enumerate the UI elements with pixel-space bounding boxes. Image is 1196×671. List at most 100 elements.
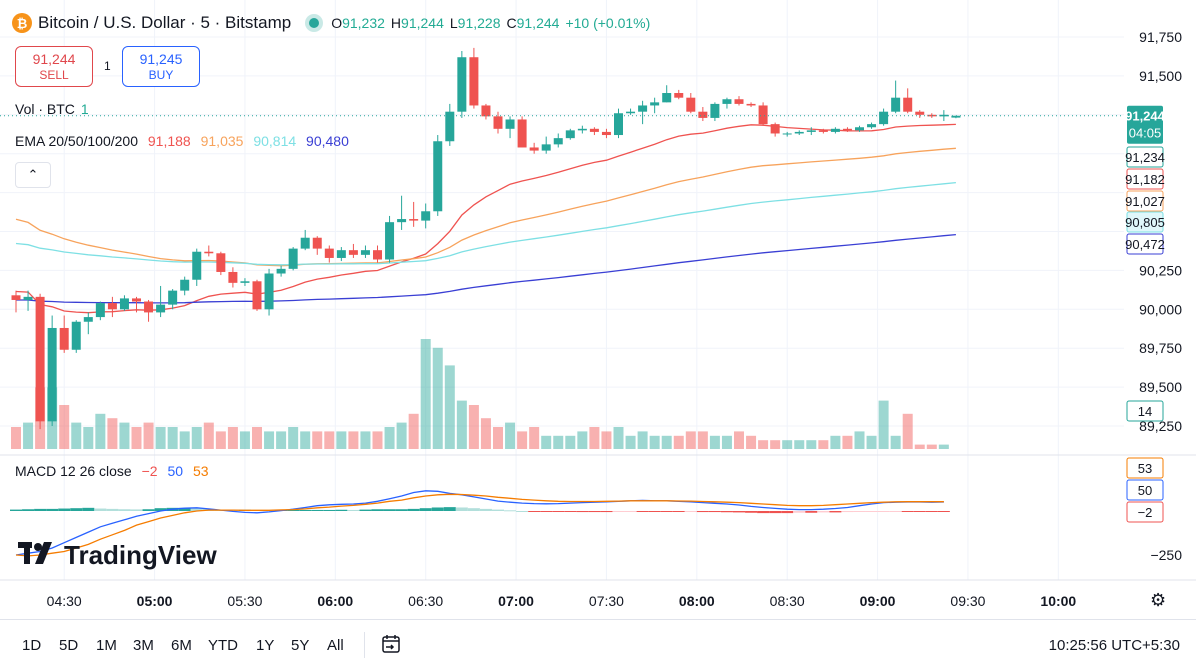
candle-body <box>409 219 419 221</box>
volume-bar <box>480 418 491 449</box>
ema-legend-title: EMA 20/50/100/200 <box>15 133 138 149</box>
candle-body <box>782 133 792 135</box>
chart-canvas[interactable]: 04:30 05:00 05:30 06:00 06:30 07:00 07:30 08:00… <box>0 0 1196 619</box>
symbol-header[interactable]: ₿ Bitcoin / U.S. Dollar · 5 · Bitstamp O… <box>12 8 650 38</box>
macd-hist-bar <box>455 507 468 511</box>
macd-hist-bar <box>106 508 119 511</box>
volume-bar <box>673 435 684 449</box>
macd-hist-bar <box>10 509 22 511</box>
volume-bar <box>131 427 142 449</box>
clock-timezone[interactable]: 10:25:56 UTC+5:30 <box>1048 637 1180 654</box>
range-1d[interactable]: 1D <box>22 637 42 654</box>
buy-button[interactable]: 91,245 BUY <box>122 46 200 87</box>
volume-bar <box>264 431 275 449</box>
candle-body <box>385 222 395 260</box>
range-5y[interactable]: 5Y <box>291 637 310 654</box>
macd-hist-bar <box>287 509 300 511</box>
volume-legend[interactable]: Vol · BTC 1 <box>15 101 95 117</box>
macd-hist-bar <box>588 511 601 513</box>
volume-bar <box>734 431 744 449</box>
x-tick-label: 06:30 <box>408 593 443 609</box>
macd-line <box>15 490 944 556</box>
volume-bar <box>709 435 720 449</box>
volume-bar <box>167 427 178 449</box>
range-3m[interactable]: 3M <box>133 637 154 654</box>
gear-icon[interactable]: ⚙ <box>1150 590 1167 610</box>
ema20-axis-label-box <box>1126 168 1164 190</box>
volume-bar <box>11 427 21 449</box>
candle-body <box>589 128 599 132</box>
volume-bar <box>589 427 600 449</box>
ema-legend[interactable]: EMA 20/50/100/200 91,188 91,035 90,814 9… <box>15 133 355 149</box>
volume-bar <box>203 422 214 449</box>
macd-hist-bar <box>720 511 733 513</box>
candle-body <box>119 298 129 310</box>
macd-hist-bar <box>901 511 914 512</box>
macd-hist-bar <box>636 511 649 512</box>
candle-body <box>553 138 563 145</box>
candle-body <box>71 321 81 350</box>
candle-body <box>794 131 804 134</box>
volume-bar <box>312 431 323 449</box>
x-tick-label: 10:00 <box>1040 593 1076 609</box>
macd-hist-bar <box>781 511 794 514</box>
volume-legend-title: Vol · BTC <box>15 101 75 117</box>
sell-button[interactable]: 91,244 SELL <box>15 46 93 87</box>
macd-hist-bar <box>793 511 806 513</box>
ema-axis-label-a: 91,234 <box>1125 150 1165 165</box>
volume-bar <box>818 440 829 449</box>
candle-body <box>927 114 937 117</box>
volume-bar <box>577 431 588 449</box>
range-6m[interactable]: 6M <box>171 637 192 654</box>
candle-body <box>517 119 527 148</box>
volume-bar <box>252 427 262 449</box>
candle-countdown: 04:05 <box>1129 126 1162 141</box>
collapse-legend-button[interactable]: ⌃ <box>15 162 51 188</box>
macd-hist-value: −2 <box>141 463 158 479</box>
symbol-title[interactable]: Bitcoin / U.S. Dollar · 5 · Bitstamp <box>38 13 292 32</box>
macd-hist-bar <box>913 511 926 512</box>
candle-body <box>541 144 551 151</box>
x-tick-label: 06:00 <box>317 593 353 609</box>
macd-hist-bar <box>672 511 685 512</box>
volume-bar <box>227 427 238 449</box>
macd-hist-bar <box>937 511 950 512</box>
candle-body <box>457 57 467 112</box>
range-ytd[interactable]: YTD <box>208 637 238 654</box>
range-5d[interactable]: 5D <box>59 637 79 654</box>
range-1y[interactable]: 1Y <box>256 637 275 654</box>
candle-body <box>722 99 732 104</box>
macd-hist-bar <box>178 507 191 511</box>
tradingview-logo[interactable]: TradingView <box>18 540 217 571</box>
candle-body <box>360 250 370 255</box>
macd-hist-bar <box>130 509 143 511</box>
candle-body <box>638 105 648 112</box>
volume-bar <box>59 405 70 449</box>
macd-line-axis-label-box <box>1126 479 1164 501</box>
price-tick-label: 90,000 <box>1139 301 1182 317</box>
volume-bar <box>468 405 479 449</box>
volume-bar <box>902 413 913 449</box>
macd-hist-bar <box>383 509 396 511</box>
candle-body <box>830 128 840 132</box>
macd-hist-bar <box>22 509 35 511</box>
volume-bar <box>866 435 877 449</box>
x-tick-label: 09:30 <box>950 593 985 609</box>
candle-body <box>192 251 202 280</box>
macd-hist-bar <box>395 509 408 511</box>
range-1m[interactable]: 1M <box>96 637 117 654</box>
candle-body <box>614 113 623 136</box>
x-tick-label: 08:30 <box>770 593 805 609</box>
macd-hist-bar <box>492 509 504 511</box>
range-all[interactable]: All <box>327 637 344 654</box>
calendar-goto-icon[interactable] <box>380 633 402 660</box>
macd-hist-bar <box>443 507 456 511</box>
candle-body <box>132 298 141 302</box>
macd-legend[interactable]: MACD 12 26 close −2 50 53 <box>15 463 215 479</box>
volume-bar <box>926 444 937 449</box>
volume-bar <box>854 431 865 449</box>
sell-price: 91,244 <box>32 50 76 67</box>
candle-body <box>529 147 539 151</box>
candle-body <box>264 273 274 310</box>
ema200-axis-label-box <box>1126 233 1164 255</box>
